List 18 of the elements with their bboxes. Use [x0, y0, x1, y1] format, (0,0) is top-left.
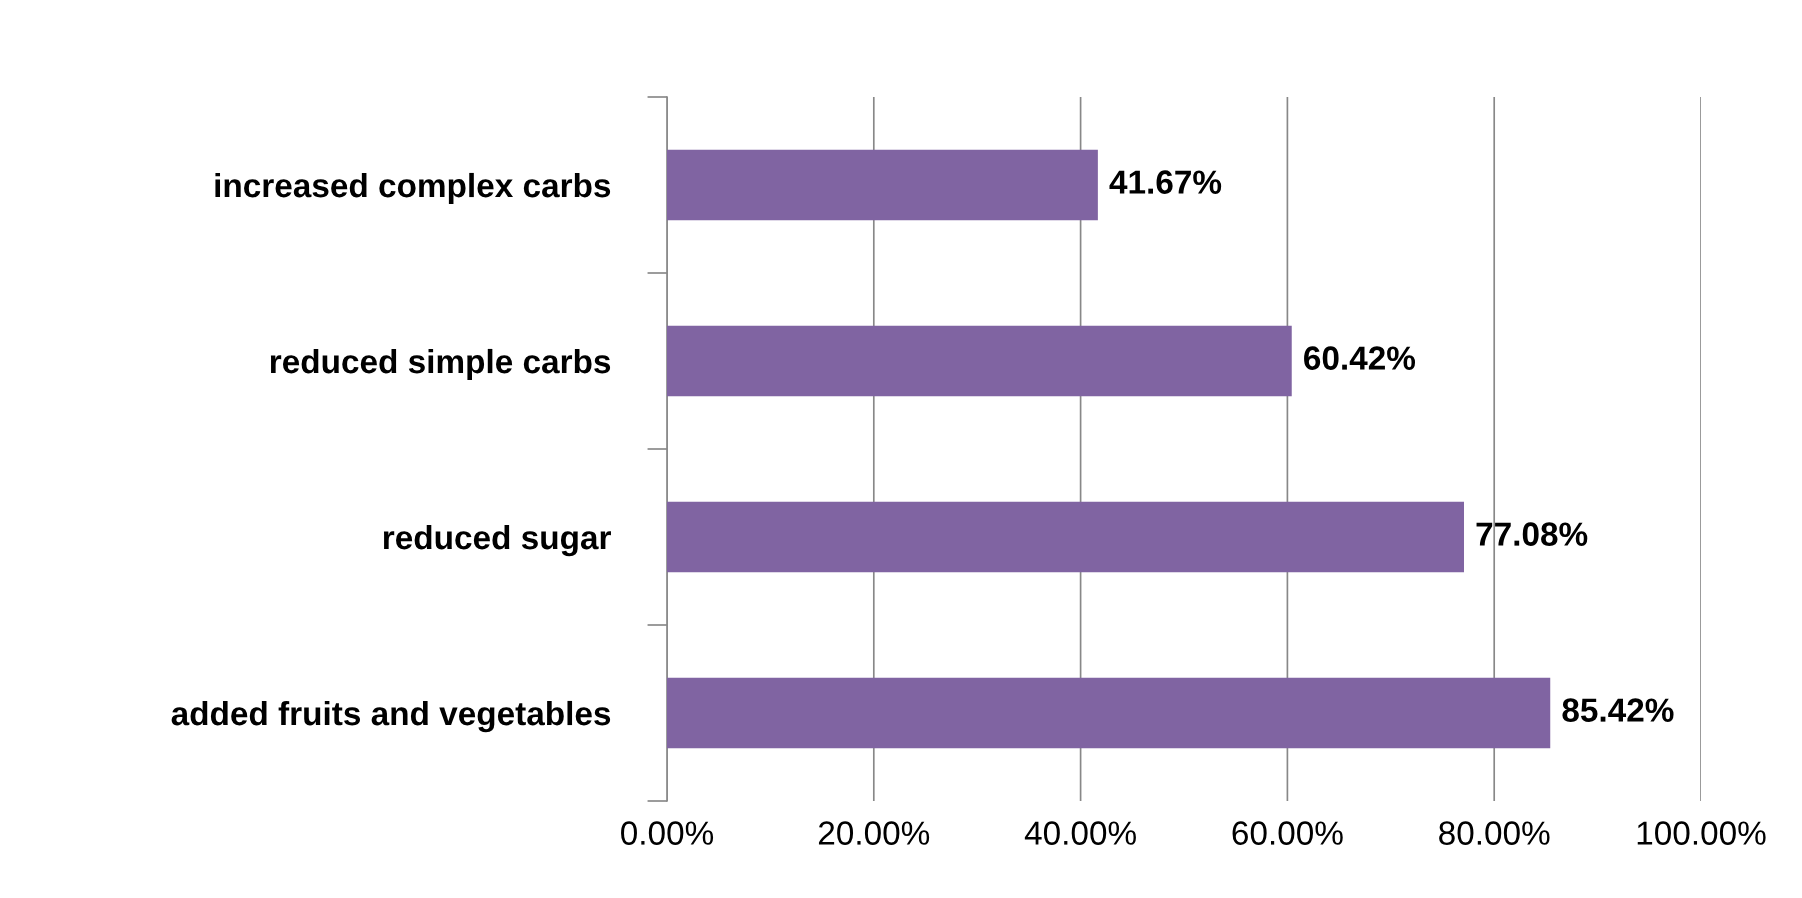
data-label: 60.42% [1304, 346, 1416, 370]
x-tick-label: 40.00% [1024, 821, 1136, 845]
y-tick-label: reduced sugar [383, 524, 611, 557]
bar [667, 501, 1465, 573]
data-label: 41.67% [1109, 170, 1222, 194]
data-label: 85.42% [1562, 698, 1674, 722]
x-tick-label: 0.00% [621, 821, 714, 845]
y-tick-label: increased complex carbs [215, 172, 611, 204]
x-tick-label: 20.00% [818, 821, 930, 845]
bar [667, 325, 1292, 397]
x-tick-label: 80.00% [1439, 821, 1550, 845]
bar [667, 149, 1098, 221]
data-label: 77.08% [1476, 522, 1588, 546]
y-tick-label: reduced simple carbs [270, 348, 611, 380]
x-tick-label: 60.00% [1232, 821, 1343, 845]
y-tick-label: added fruits and vegetables [171, 700, 611, 733]
x-tick-label: 100.00% [1637, 821, 1766, 845]
bar [667, 677, 1551, 749]
